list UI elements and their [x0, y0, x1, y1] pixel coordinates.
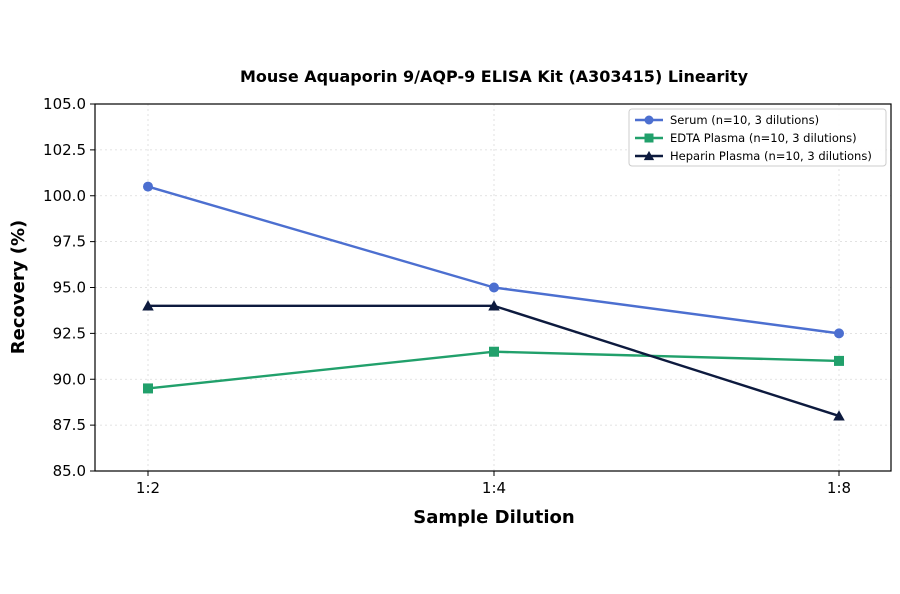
data-point-triangle: [833, 410, 845, 421]
y-tick-label: 87.5: [53, 416, 86, 434]
x-axis: 1:2 1:4 1:8: [136, 471, 851, 497]
chart-title: Mouse Aquaporin 9/AQP-9 ELISA Kit (A3034…: [240, 67, 749, 86]
legend-label: Serum (n=10, 3 dilutions): [670, 113, 819, 127]
legend-entry: Serum (n=10, 3 dilutions): [635, 113, 819, 127]
legend-box: [628, 108, 887, 167]
series-3: [142, 300, 845, 421]
x-axis-label: Sample Dilution: [413, 507, 574, 528]
series-1: [143, 181, 844, 339]
data-point-circle: [834, 328, 844, 339]
data-point-triangle: [142, 300, 154, 311]
data-point-triangle: [643, 150, 655, 161]
data-point-square: [143, 383, 153, 394]
series-line: [148, 304, 840, 418]
data-point-circle: [489, 282, 499, 293]
y-tick-label: 85.0: [53, 462, 86, 480]
data-point-square: [489, 346, 499, 357]
y-tick-label: 95.0: [53, 279, 86, 297]
legend-entry: Heparin Plasma (n=10, 3 dilutions): [635, 149, 872, 163]
data-point-square: [834, 355, 844, 366]
x-tick-label: 1:8: [827, 479, 851, 497]
data-point-circle: [644, 115, 654, 125]
y-tick-label: 92.5: [53, 324, 86, 342]
data-point-triangle: [488, 300, 500, 311]
x-tick-label: 1:4: [482, 479, 506, 497]
series-2: [143, 346, 844, 394]
data-point-square: [644, 133, 654, 143]
legend-label: EDTA Plasma (n=10, 3 dilutions): [670, 131, 857, 145]
y-tick-label: 102.5: [43, 141, 86, 159]
legend: Serum (n=10, 3 dilutions) EDTA Plasma (n=…: [628, 108, 887, 167]
y-tick-label: 100.0: [43, 187, 86, 205]
series-line: [147, 185, 840, 335]
y-tick-label: 90.0: [53, 370, 86, 388]
y-axis: 85.0 87.5 90.0 92.5 95.0 97.5 100.0 102.5 105.0: [43, 95, 95, 480]
x-tick-label: 1:2: [136, 479, 160, 497]
legend-entry: EDTA Plasma (n=10, 3 dilutions): [635, 131, 857, 145]
y-axis-label: Recovery (%): [8, 220, 29, 354]
y-tick-label: 105.0: [43, 95, 86, 113]
series-layer: [142, 181, 845, 421]
legend-label: Heparin Plasma (n=10, 3 dilutions): [670, 149, 872, 163]
data-point-circle: [143, 181, 153, 192]
y-tick-label: 97.5: [53, 233, 86, 251]
